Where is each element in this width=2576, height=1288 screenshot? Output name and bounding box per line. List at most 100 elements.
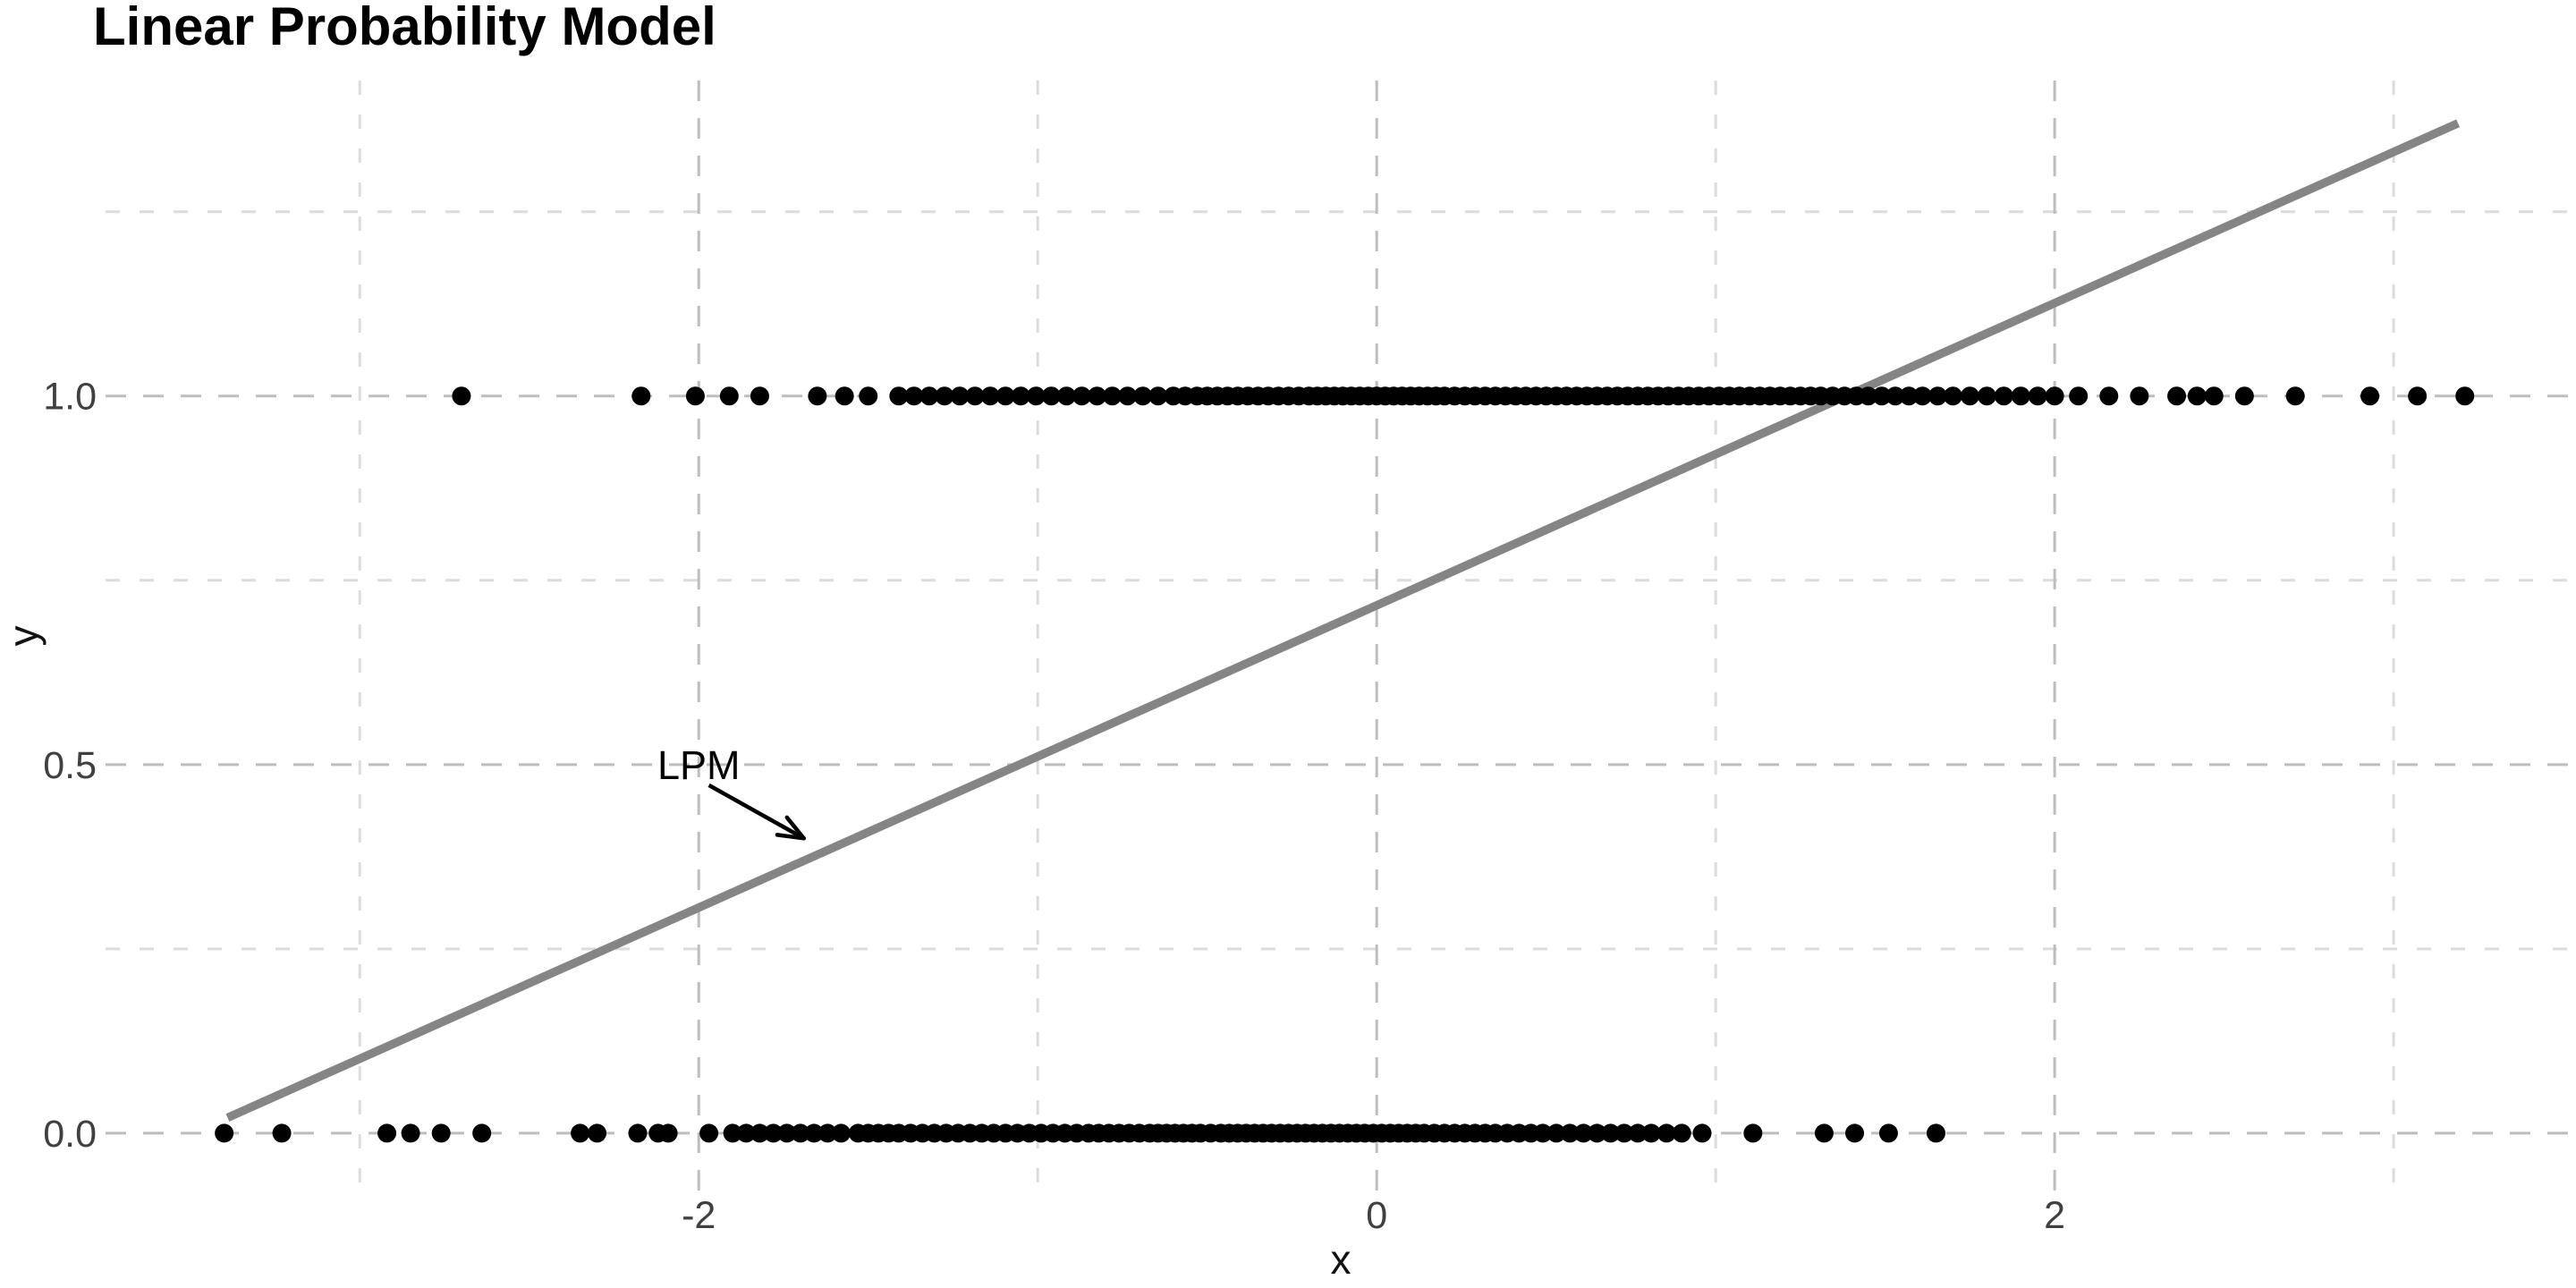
data-point — [808, 386, 827, 406]
lpm-arrow-head — [775, 833, 806, 841]
y-tick-label: 0.0 — [43, 1113, 97, 1156]
data-point — [777, 1123, 797, 1143]
data-point — [904, 386, 924, 406]
data-point — [1056, 386, 1076, 406]
lpm-annotation: LPM — [657, 742, 806, 841]
lpm-arrow-head — [784, 815, 806, 841]
data-point — [1672, 1123, 1691, 1143]
data-point — [804, 1123, 824, 1143]
data-point — [401, 1123, 420, 1143]
data-point — [631, 386, 651, 406]
data-point — [764, 1123, 784, 1143]
data-point — [1641, 1123, 1661, 1143]
x-axis-tick-labels: -2 0 2 — [682, 1194, 2065, 1237]
data-point — [996, 386, 1015, 406]
x-axis-title: x — [1331, 1236, 1352, 1283]
data-point — [736, 1123, 756, 1143]
data-point — [723, 1123, 742, 1143]
data-point — [980, 386, 1000, 406]
data-point — [2130, 386, 2149, 406]
data-point — [1103, 386, 1123, 406]
data-point — [1041, 386, 1061, 406]
data-point — [1912, 386, 1932, 406]
data-point — [950, 386, 970, 406]
data-point — [2099, 386, 2119, 406]
data-point — [1977, 386, 1996, 406]
lpm-arrow-shaft — [708, 783, 805, 841]
regression-line — [225, 119, 2461, 1122]
x-tick-label: 2 — [2044, 1194, 2065, 1237]
data-point — [1845, 1123, 1865, 1143]
data-point — [2285, 386, 2305, 406]
data-point — [1588, 1123, 1607, 1143]
data-point — [685, 386, 705, 406]
data-point — [1872, 386, 1892, 406]
data-point — [1560, 1123, 1580, 1143]
data-point — [2408, 386, 2428, 406]
data-point — [658, 1123, 678, 1143]
data-point — [791, 1123, 810, 1143]
data-point — [1628, 1123, 1648, 1143]
data-point — [2011, 386, 2030, 406]
data-point — [1533, 1123, 1553, 1143]
minor-gridlines — [106, 80, 2576, 1191]
data-point — [1943, 386, 1962, 406]
data-point — [472, 1123, 492, 1143]
data-point — [1657, 1123, 1676, 1143]
data-point — [571, 1123, 590, 1143]
data-point — [750, 386, 769, 406]
data-point — [1601, 1123, 1621, 1143]
data-point — [1133, 386, 1153, 406]
data-point — [1814, 1123, 1834, 1143]
data-point — [1926, 1123, 1945, 1143]
data-point — [2204, 386, 2224, 406]
data-point — [1614, 1123, 1634, 1143]
data-point — [1546, 1123, 1566, 1143]
data-point — [1118, 386, 1138, 406]
data-point — [889, 386, 909, 406]
data-point — [1026, 386, 1046, 406]
data-point — [628, 1123, 648, 1143]
data-point — [2455, 386, 2475, 406]
data-point — [2360, 386, 2380, 406]
major-gridlines — [106, 80, 2576, 1191]
data-point — [699, 1123, 719, 1143]
points-y0 — [215, 1123, 1945, 1143]
data-point — [2187, 386, 2207, 406]
data-point — [1573, 1123, 1593, 1143]
data-point — [919, 386, 939, 406]
data-point — [2028, 386, 2047, 406]
points-y1 — [452, 386, 2475, 406]
data-point — [831, 1123, 851, 1143]
data-point — [2167, 386, 2187, 406]
y-axis-title: y — [0, 626, 47, 647]
data-point — [2069, 386, 2089, 406]
data-point — [1960, 386, 1979, 406]
x-tick-label: -2 — [682, 1194, 716, 1237]
y-axis-tick-labels: 0.0 0.5 1.0 — [43, 376, 97, 1156]
y-tick-label: 0.5 — [43, 744, 97, 787]
data-point — [272, 1123, 292, 1143]
data-point — [1878, 1123, 1898, 1143]
data-point — [1994, 386, 2013, 406]
data-point — [750, 1123, 769, 1143]
y-tick-label: 1.0 — [43, 376, 97, 419]
data-point — [431, 1123, 451, 1143]
data-point — [1692, 1123, 1712, 1143]
data-point — [859, 386, 878, 406]
data-point — [2045, 386, 2064, 406]
data-point — [452, 386, 471, 406]
data-point — [1072, 386, 1091, 406]
data-point — [818, 1123, 837, 1143]
data-point — [1743, 1123, 1763, 1143]
data-point — [719, 386, 739, 406]
data-point — [935, 386, 954, 406]
data-point — [215, 1123, 234, 1143]
x-tick-label: 0 — [1366, 1194, 1387, 1237]
data-point — [1928, 386, 1947, 406]
data-point — [1088, 386, 1107, 406]
data-point — [1011, 386, 1030, 406]
data-point — [1899, 386, 1919, 406]
